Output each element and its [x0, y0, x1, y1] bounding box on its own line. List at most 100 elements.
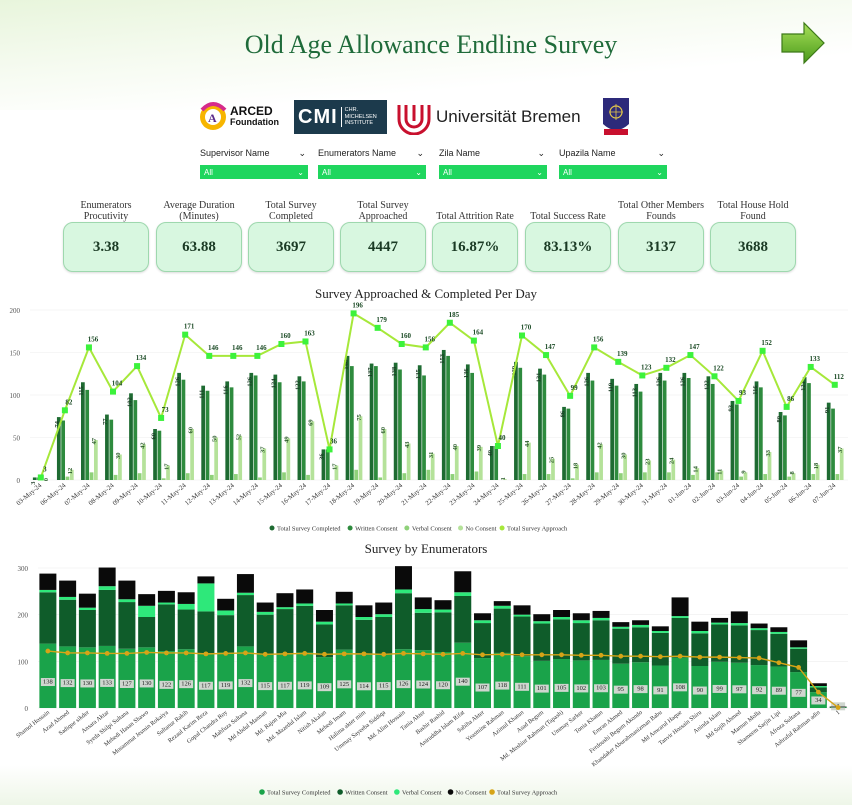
data-label: 119 [300, 682, 310, 689]
bar-segment-total-survey-completed [138, 647, 156, 708]
data-label: 11 [717, 469, 724, 475]
data-label: 43 [404, 441, 411, 448]
line-point [104, 651, 110, 656]
bar-segment-total-survey-completed [59, 646, 77, 708]
bar-no-consent [527, 442, 531, 480]
data-label: 24 [669, 457, 676, 464]
bar-verbal-consent [89, 472, 94, 480]
line-point [759, 347, 766, 354]
chevron-down-icon: ⌄ [656, 167, 663, 177]
data-label: 42 [139, 442, 146, 449]
arrow-right-icon[interactable] [780, 20, 826, 66]
data-label: 101 [537, 685, 547, 692]
chevron-down-icon[interactable]: ⌄ [298, 148, 306, 158]
data-label: 1 [500, 477, 507, 480]
bar-segment-verbal-consent [592, 617, 610, 621]
line-point [61, 407, 68, 414]
line-point [398, 341, 405, 347]
bar-segment-total-survey-completed [98, 645, 116, 708]
data-label: 133 [102, 679, 112, 686]
chevron-down-icon[interactable]: ⌄ [537, 148, 545, 158]
data-label: 116 [223, 385, 230, 395]
kpi-label: Total Survey Completed [265, 200, 317, 222]
data-label: 116 [752, 385, 759, 395]
data-label: 117 [280, 682, 290, 689]
data-label: 102 [576, 685, 586, 692]
line-point-label: 160 [280, 332, 291, 340]
data-label: 138 [43, 679, 53, 686]
bar-verbal-consent [185, 473, 190, 480]
data-label: 115 [379, 683, 389, 690]
bar-total-survey-completed [754, 381, 759, 480]
line-point [85, 344, 92, 351]
bar-segment-no-consent [612, 622, 630, 627]
x-tick-label: 01-Jun-24 [667, 482, 693, 505]
line-point [124, 651, 130, 656]
bar-segment-written-consent [513, 616, 531, 657]
filter-select[interactable]: All ⌄ [439, 165, 547, 179]
data-label-box [198, 681, 213, 690]
data-label: 49 [284, 436, 291, 443]
filter-select[interactable]: All ⌄ [559, 165, 667, 179]
data-label-box [218, 681, 233, 690]
filter-supervisor[interactable]: Supervisor Name ⌄ All ⌄ [200, 148, 308, 179]
line-point [401, 651, 406, 656]
bar-total-survey-completed [465, 364, 470, 480]
bar-segment-no-consent [375, 602, 393, 615]
bar-written-consent [398, 369, 402, 480]
filter-enumerator[interactable]: Enumerators Name ⌄ All ⌄ [318, 148, 426, 179]
line-point [203, 651, 209, 657]
legend-label: Verbal Consent [412, 526, 452, 533]
bar-total-survey-completed [321, 449, 326, 480]
bar-segment-verbal-consent [632, 624, 650, 628]
bar-verbal-consent [522, 474, 527, 480]
data-label-box [752, 686, 767, 695]
legend-label: Total Survey Approach [507, 526, 568, 533]
bar-segment-written-consent [197, 611, 215, 654]
data-label: 47 [91, 437, 98, 444]
kpi-label: Total Survey Approached [357, 200, 409, 222]
bar-segment-total-survey-completed [276, 653, 294, 708]
data-label: 122 [162, 681, 172, 688]
bar-verbal-consent [667, 472, 671, 480]
bar-segment-total-survey-completed [394, 649, 412, 708]
bar-segment-written-consent [118, 602, 136, 649]
line-point [735, 397, 742, 404]
bar-segment-written-consent [533, 623, 551, 661]
bar-verbal-consent [643, 472, 647, 480]
chevron-down-icon[interactable]: ⌄ [416, 148, 424, 158]
bar-segment-no-consent [236, 574, 254, 593]
data-label: 14 [693, 465, 700, 472]
bar-segment-verbal-consent [711, 622, 729, 625]
filter-upazila[interactable]: Upazila Name ⌄ All ⌄ [559, 148, 667, 179]
bar-verbal-consent [811, 474, 816, 480]
bar-no-consent [743, 472, 748, 480]
bar-no-consent [454, 446, 459, 480]
legend-marker [269, 525, 275, 531]
data-label: 30 [115, 453, 122, 460]
line-point [494, 443, 501, 449]
bar-segment-written-consent [750, 630, 768, 666]
data-label: 40 [452, 444, 459, 451]
bar-written-consent [374, 366, 378, 480]
bar-segment-verbal-consent [790, 647, 808, 649]
bar-segment-no-consent [750, 623, 768, 629]
bar-segment-no-consent [355, 605, 373, 617]
data-label-box [633, 685, 648, 694]
line-point [65, 650, 71, 656]
bar-segment-verbal-consent [375, 614, 393, 617]
chevron-down-icon[interactable]: ⌄ [657, 148, 665, 158]
line-point [144, 650, 150, 655]
data-label-box [811, 696, 826, 705]
bar-segment-no-consent [217, 598, 235, 611]
cmi-text-1: CHR. [344, 107, 359, 114]
data-label: 75 [356, 414, 363, 421]
x-tick-label: 07-Jun-24 [812, 482, 838, 505]
bar-segment-no-consent [39, 573, 57, 590]
filter-select[interactable]: All ⌄ [200, 165, 308, 179]
line-point-label: 36 [330, 437, 338, 445]
data-label-box [60, 679, 75, 688]
filter-select[interactable]: All ⌄ [318, 165, 426, 179]
filter-zila[interactable]: Zila Name ⌄ All ⌄ [439, 148, 547, 179]
bar-segment-verbal-consent [553, 617, 571, 620]
